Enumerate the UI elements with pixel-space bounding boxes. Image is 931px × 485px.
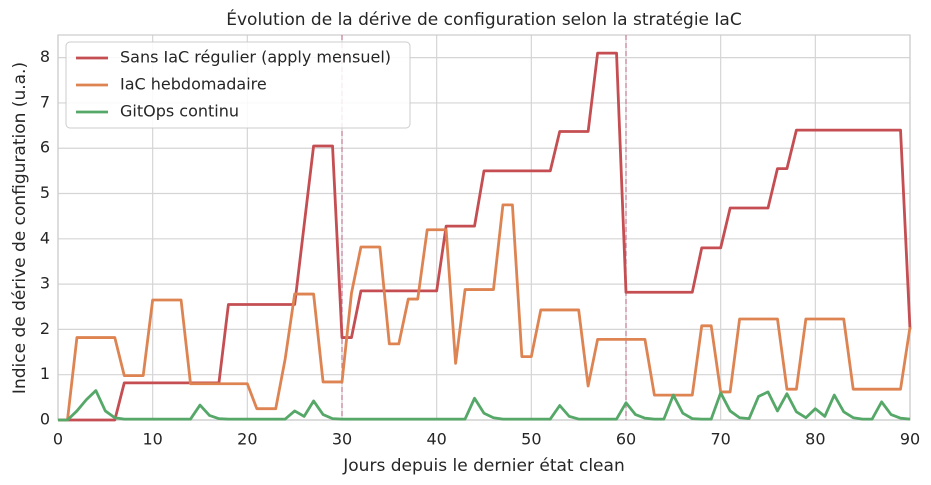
legend-label: Sans IaC régulier (apply mensuel) [120, 48, 391, 67]
y-tick-label: 2 [40, 319, 50, 338]
x-tick-label: 60 [616, 430, 636, 449]
x-tick-label: 30 [332, 430, 352, 449]
x-tick-label: 10 [142, 430, 162, 449]
x-tick-label: 80 [805, 430, 825, 449]
plot-frame [57, 34, 911, 421]
legend-box [65, 41, 411, 129]
y-tick-label: 5 [40, 183, 50, 202]
x-tick-label: 20 [237, 430, 257, 449]
x-tick-label: 70 [710, 430, 730, 449]
y-tick-label: 8 [40, 47, 50, 66]
y-tick-label: 1 [40, 364, 50, 383]
chart-title: Évolution de la dérive de configuration … [226, 8, 741, 30]
x-tick-label: 40 [426, 430, 446, 449]
x-tick-label: 0 [53, 430, 63, 449]
x-tick-label: 90 [900, 430, 920, 449]
y-tick-label: 6 [40, 138, 50, 157]
y-tick-label: 4 [40, 228, 50, 247]
y-tick-label: 7 [40, 92, 50, 111]
x-tick-label: 50 [521, 430, 541, 449]
x-axis-label: Jours depuis le dernier état clean [342, 456, 624, 476]
legend-label: GitOps continu [120, 102, 239, 121]
y-tick-label: 3 [40, 274, 50, 293]
y-tick-label: 0 [40, 410, 50, 429]
series-line [58, 389, 911, 422]
legend-label: IaC hebdomadaire [120, 75, 267, 94]
y-axis-label: Indice de dérive de configuration (u.a.) [10, 62, 30, 394]
series-line [58, 203, 912, 422]
